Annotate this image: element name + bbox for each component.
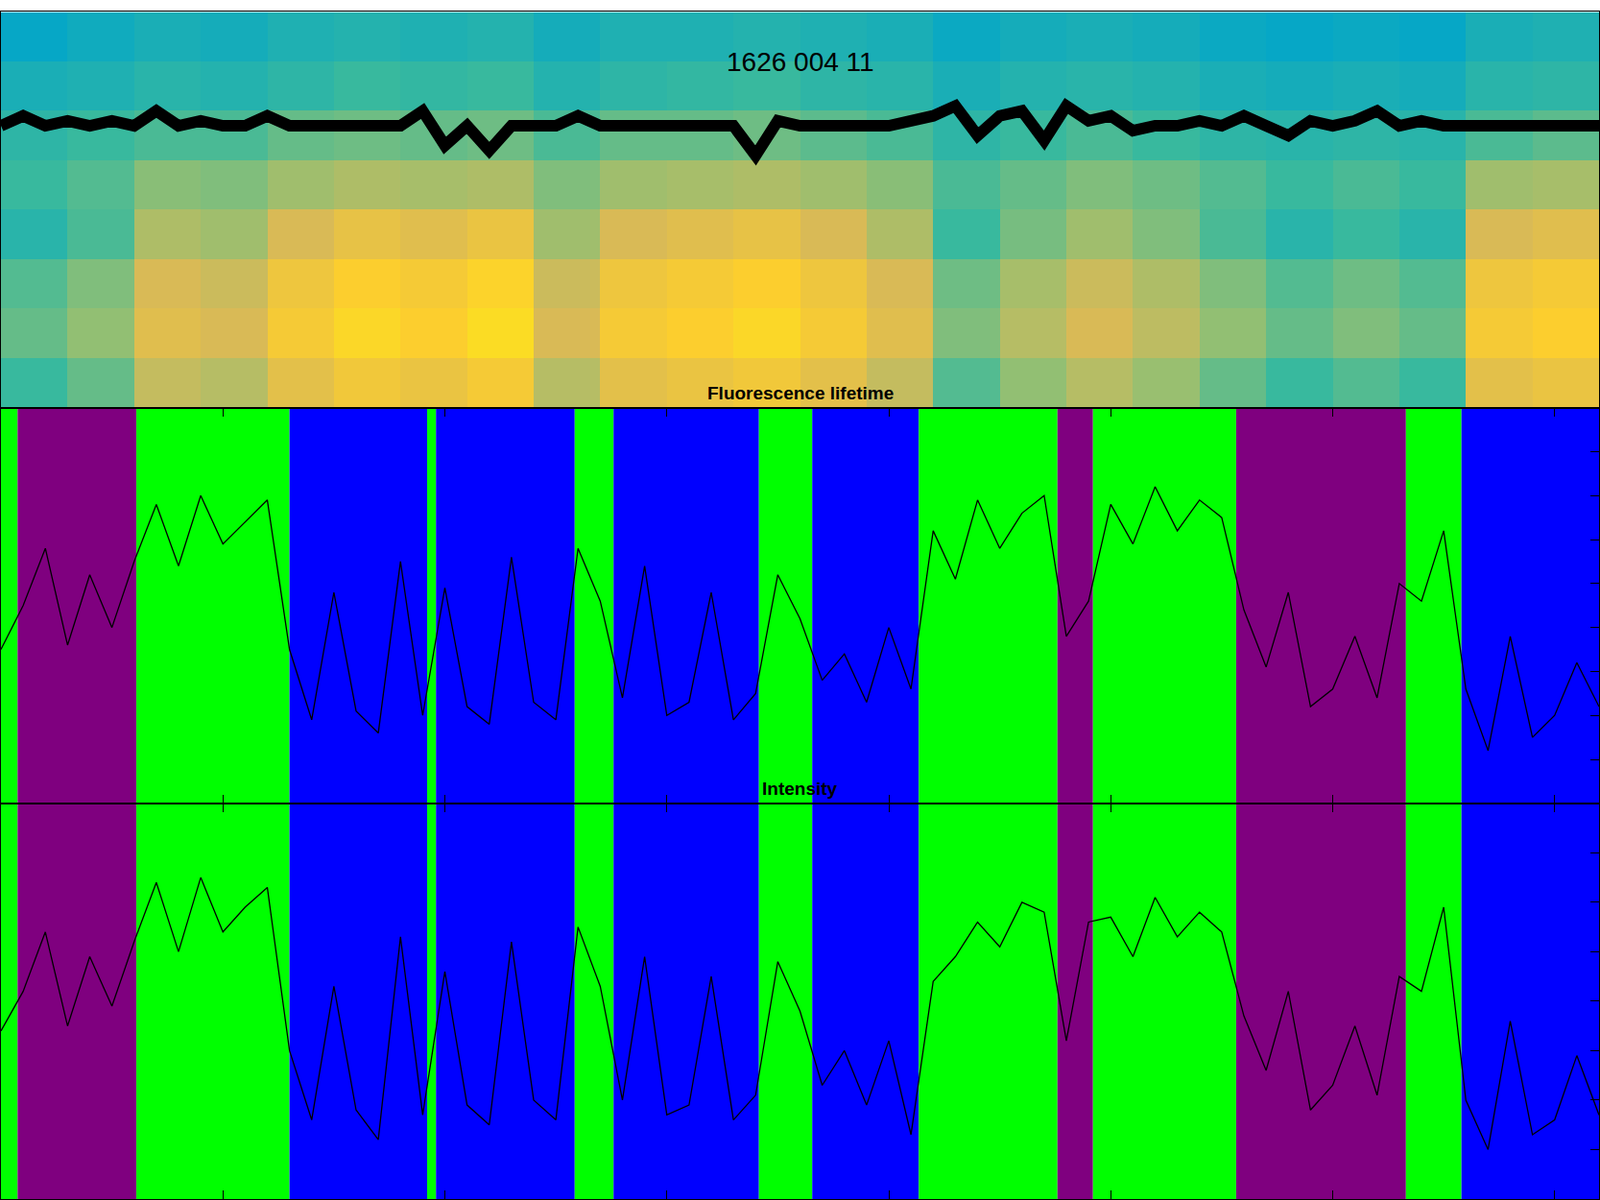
svg-text:Fluorescence lifetime: Fluorescence lifetime	[707, 382, 894, 404]
svg-text:Intensity: Intensity	[762, 778, 838, 799]
svg-text:1626 004 11: 1626 004 11	[726, 47, 875, 77]
